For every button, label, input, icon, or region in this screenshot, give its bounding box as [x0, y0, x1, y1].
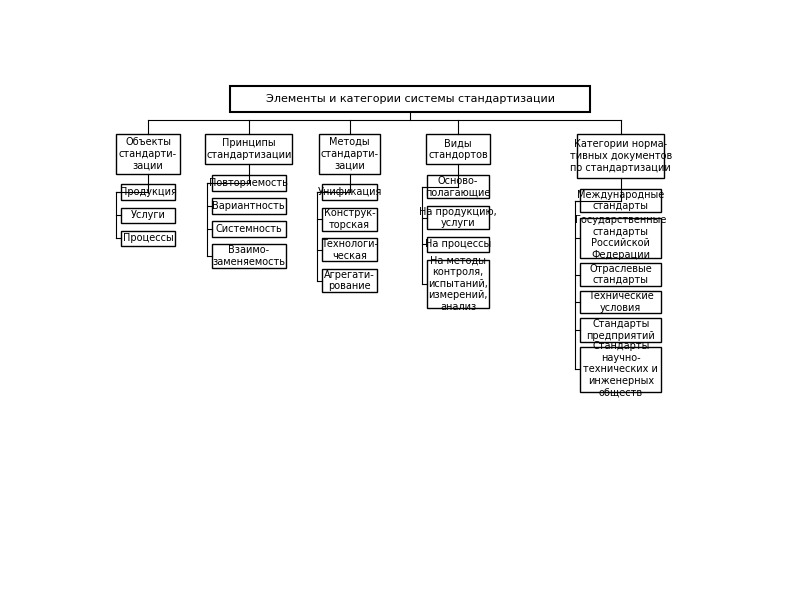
- Text: Государственные
стандарты
Российской
Федерации: Государственные стандарты Российской Фед…: [575, 215, 666, 260]
- Text: Технологи-
ческая: Технологи- ческая: [321, 239, 378, 260]
- Text: Отраслевые
стандарты: Отраслевые стандарты: [590, 264, 652, 286]
- Text: Технические
условия: Технические условия: [588, 292, 654, 313]
- FancyBboxPatch shape: [578, 134, 664, 178]
- FancyBboxPatch shape: [206, 134, 292, 164]
- FancyBboxPatch shape: [580, 319, 662, 341]
- Text: Осново-
полагающие: Осново- полагающие: [426, 176, 490, 197]
- Text: На методы
контроля,
испытаний,
измерений,
анализ: На методы контроля, испытаний, измерений…: [428, 256, 488, 312]
- FancyBboxPatch shape: [426, 134, 490, 164]
- Text: Унификация: Унификация: [318, 187, 382, 197]
- FancyBboxPatch shape: [116, 134, 180, 173]
- FancyBboxPatch shape: [319, 134, 380, 173]
- FancyBboxPatch shape: [322, 269, 377, 292]
- Text: Стандарты
предприятий: Стандарты предприятий: [586, 319, 655, 341]
- Text: Процессы: Процессы: [122, 233, 174, 244]
- FancyBboxPatch shape: [121, 230, 175, 246]
- FancyBboxPatch shape: [212, 175, 286, 191]
- FancyBboxPatch shape: [580, 218, 662, 257]
- FancyBboxPatch shape: [580, 292, 662, 313]
- Text: Агрегати-
рование: Агрегати- рование: [324, 270, 375, 292]
- Text: Стандарты
научно-
технических и
инженерных
обществ: Стандарты научно- технических и инженерн…: [583, 341, 658, 397]
- Text: Виды
стандортов: Виды стандортов: [428, 138, 488, 160]
- FancyBboxPatch shape: [427, 260, 489, 308]
- FancyBboxPatch shape: [322, 238, 377, 262]
- FancyBboxPatch shape: [427, 237, 489, 252]
- Text: Взаимо-
заменяемость: Взаимо- заменяемость: [212, 245, 286, 267]
- FancyBboxPatch shape: [212, 221, 286, 237]
- FancyBboxPatch shape: [322, 208, 377, 230]
- FancyBboxPatch shape: [230, 86, 590, 112]
- FancyBboxPatch shape: [212, 244, 286, 268]
- FancyBboxPatch shape: [580, 263, 662, 286]
- Text: Конструк-
торская: Конструк- торская: [324, 208, 375, 230]
- Text: Международные
стандарты: Международные стандарты: [577, 190, 665, 211]
- FancyBboxPatch shape: [121, 208, 175, 223]
- Text: Продукция: Продукция: [120, 187, 177, 197]
- Text: На процессы: На процессы: [425, 239, 491, 250]
- Text: Системность: Системность: [215, 224, 282, 234]
- Text: Услуги: Услуги: [130, 210, 166, 220]
- Text: Элементы и категории системы стандартизации: Элементы и категории системы стандартиза…: [266, 94, 554, 104]
- Text: На продукцию,
услуги: На продукцию, услуги: [419, 207, 497, 229]
- FancyBboxPatch shape: [580, 189, 662, 212]
- Text: Принципы
стандартизации: Принципы стандартизации: [206, 138, 291, 160]
- Text: Повторяемость: Повторяемость: [210, 178, 288, 188]
- Text: Вариантность: Вариантность: [213, 201, 285, 211]
- FancyBboxPatch shape: [427, 206, 489, 229]
- FancyBboxPatch shape: [580, 347, 662, 392]
- Text: Методы
стандарти-
зации: Методы стандарти- зации: [321, 137, 378, 170]
- Text: Категории норма-
тивных документов
по стандартизации: Категории норма- тивных документов по ст…: [570, 139, 672, 173]
- Text: Объекты
стандарти-
зации: Объекты стандарти- зации: [119, 137, 177, 170]
- FancyBboxPatch shape: [322, 184, 377, 200]
- FancyBboxPatch shape: [212, 198, 286, 214]
- FancyBboxPatch shape: [121, 184, 175, 200]
- FancyBboxPatch shape: [427, 175, 489, 198]
